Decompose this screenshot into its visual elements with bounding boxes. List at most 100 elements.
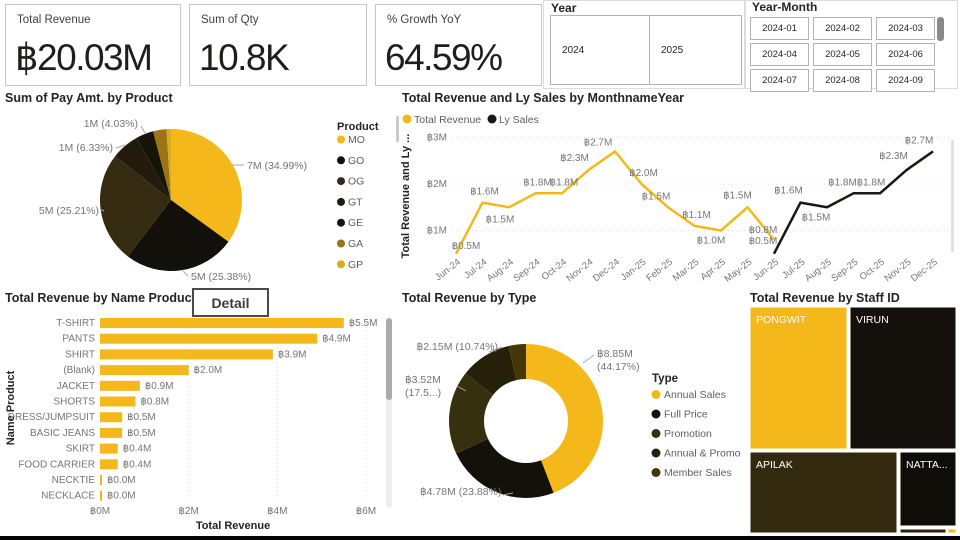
line-legend-item-total-revenue[interactable]: Total Revenue — [414, 114, 481, 126]
line-xtick-sep-24: Sep-24 — [511, 257, 542, 285]
treemap-tile-natta[interactable] — [899, 451, 957, 527]
bar-category-label-food-carrier: FOOD CARRIER — [18, 459, 95, 470]
ym-option-2024-04[interactable]: 2024-04 — [750, 43, 809, 66]
bar-basic-jeans[interactable] — [100, 427, 123, 438]
line-xtick-jul-25: Jul-25 — [780, 257, 807, 282]
year-option-2024[interactable]: 2024 — [550, 15, 656, 85]
pie-slice-gp[interactable] — [166, 129, 171, 200]
pie-legend-item-og[interactable]: OG — [348, 176, 364, 188]
kpi-value: 64.59% — [385, 37, 503, 78]
line-xtick-feb-25: Feb-25 — [644, 257, 674, 284]
pie-legend-item-gt[interactable]: GT — [348, 196, 363, 208]
pie-slice-gt[interactable] — [115, 137, 171, 200]
bar-dress-jumpsuit[interactable] — [100, 412, 123, 423]
year-month-scrollbar[interactable] — [937, 17, 944, 41]
bar-food-carrier[interactable] — [100, 459, 118, 470]
pie-slice-mo[interactable] — [171, 129, 242, 242]
donut-legend-swatch-full-price — [651, 409, 661, 419]
bar-t-shirt[interactable] — [100, 318, 344, 328]
bar-category-label-basic-jeans: BASIC JEANS — [30, 428, 95, 439]
bar-chart-scrollbar-thumb[interactable] — [386, 318, 392, 400]
pie-slice-ga[interactable] — [153, 129, 171, 200]
bottom-edge-bar — [0, 536, 960, 540]
bar-value-label: ฿2.0M — [194, 365, 223, 376]
donut-legend-item-promotion[interactable]: Promotion — [664, 428, 712, 440]
donut-legend-item-annual-promo[interactable]: Annual & Promo — [664, 448, 741, 460]
pie-legend-item-mo[interactable]: MO — [348, 134, 365, 146]
bar-skirt[interactable] — [100, 443, 118, 454]
bar-value-label: ฿0.0M — [107, 491, 136, 502]
pie-legend-item-ga[interactable]: GA — [348, 238, 363, 250]
bar-pants[interactable] — [100, 333, 318, 344]
donut-slice-promotion[interactable] — [449, 373, 494, 454]
line-data-label: ฿1.6M — [470, 187, 499, 198]
pie-legend-item-gp[interactable]: GP — [348, 259, 363, 271]
treemap-tile-label: PONGWIT — [756, 314, 807, 326]
pie-callout-line — [182, 270, 189, 277]
bar-jacket[interactable] — [100, 380, 140, 391]
line-data-label: ฿0.5M — [452, 241, 481, 252]
treemap-tile-apilak[interactable] — [749, 451, 898, 534]
ym-option-2024-08[interactable]: 2024-08 — [813, 69, 872, 92]
donut-chart-title: Total Revenue by Type — [402, 291, 537, 305]
ym-option-2024-06[interactable]: 2024-06 — [876, 43, 935, 66]
donut-legend-swatch-annual-promo — [651, 448, 661, 458]
donut-callout-line — [502, 492, 514, 496]
bar-xtick: ฿2M — [179, 506, 199, 517]
line-xtick-jun-25: Jun-25 — [751, 257, 781, 284]
donut-legend-item-member-sales[interactable]: Member Sales — [664, 467, 732, 479]
donut-slice-full-price[interactable] — [456, 438, 554, 498]
line-chart-scrollbar[interactable] — [951, 140, 954, 252]
ym-option-2024-01[interactable]: 2024-01 — [750, 17, 809, 40]
treemap-tile-small-5[interactable] — [947, 528, 957, 534]
kpi-card-growth-yoy: % Growth YoY 64.59% — [375, 4, 542, 86]
pie-slice-go[interactable] — [127, 200, 229, 271]
line-chart-title: Total Revenue and Ly Sales by MonthnameY… — [402, 91, 685, 105]
bar-blank[interactable] — [100, 365, 189, 376]
ym-option-2024-03[interactable]: 2024-03 — [876, 17, 935, 40]
bar-shirt[interactable] — [100, 349, 273, 360]
treemap-tile-virun[interactable] — [849, 306, 957, 450]
pie-legend-scrollbar[interactable] — [396, 116, 399, 142]
pie-legend-swatch-gp — [337, 260, 345, 269]
line-data-label: ฿1.8M — [550, 177, 579, 188]
donut-data-label: ฿8.85M — [597, 348, 633, 360]
detail-button[interactable]: Detail — [192, 288, 269, 317]
donut-legend-swatch-member-sales — [651, 468, 661, 477]
bar-chart-scrollbar-track[interactable] — [386, 318, 392, 508]
pie-legend-item-ge[interactable]: GE — [348, 217, 363, 229]
bar-necklace[interactable] — [100, 490, 102, 501]
ym-option-2024-09[interactable]: 2024-09 — [876, 69, 935, 92]
treemap-tile-small-4[interactable] — [899, 528, 947, 534]
donut-slice-member-sales[interactable] — [508, 344, 526, 381]
ym-option-2024-05[interactable]: 2024-05 — [813, 43, 872, 66]
bar-category-label-t-shirt: T-SHIRT — [56, 318, 95, 329]
ym-option-2024-02[interactable]: 2024-02 — [813, 17, 872, 40]
treemap-tile-pongwit[interactable] — [749, 306, 848, 450]
donut-legend-item-full-price[interactable]: Full Price — [664, 409, 708, 421]
ym-option-2024-07[interactable]: 2024-07 — [750, 69, 809, 92]
pie-legend-swatch-ga — [337, 239, 345, 248]
line-xtick-oct-25: Oct-25 — [858, 257, 887, 283]
bar-shorts[interactable] — [100, 396, 136, 407]
pie-legend-item-go[interactable]: GO — [348, 155, 364, 167]
donut-slice-annual-sales[interactable] — [526, 344, 603, 493]
donut-callout-line — [456, 385, 467, 392]
bar-category-label-shirt: SHIRT — [65, 349, 95, 360]
donut-slice-annual-promo[interactable] — [465, 346, 517, 396]
pie-legend-title: Product — [337, 121, 379, 133]
line-series-total-revenue[interactable] — [454, 150, 775, 255]
treemap-tile-label: VIRUN — [856, 314, 889, 326]
pie-callout-line — [99, 208, 105, 212]
pie-slice-og[interactable] — [99, 156, 171, 257]
year-option-2025[interactable]: 2025 — [649, 15, 742, 85]
line-legend-item-ly-sales[interactable]: Ly Sales — [499, 114, 539, 126]
pie-data-label: 5M (25.21%) — [39, 205, 99, 217]
bar-necktie[interactable] — [100, 475, 102, 485]
pie-slice-ge[interactable] — [136, 131, 171, 200]
line-series-ly-sales[interactable] — [772, 150, 934, 255]
donut-legend-item-annual-sales[interactable]: Annual Sales — [664, 389, 726, 401]
bar-value-label: ฿3.9M — [278, 349, 307, 360]
donut-data-label: (17.5...) — [405, 387, 441, 399]
